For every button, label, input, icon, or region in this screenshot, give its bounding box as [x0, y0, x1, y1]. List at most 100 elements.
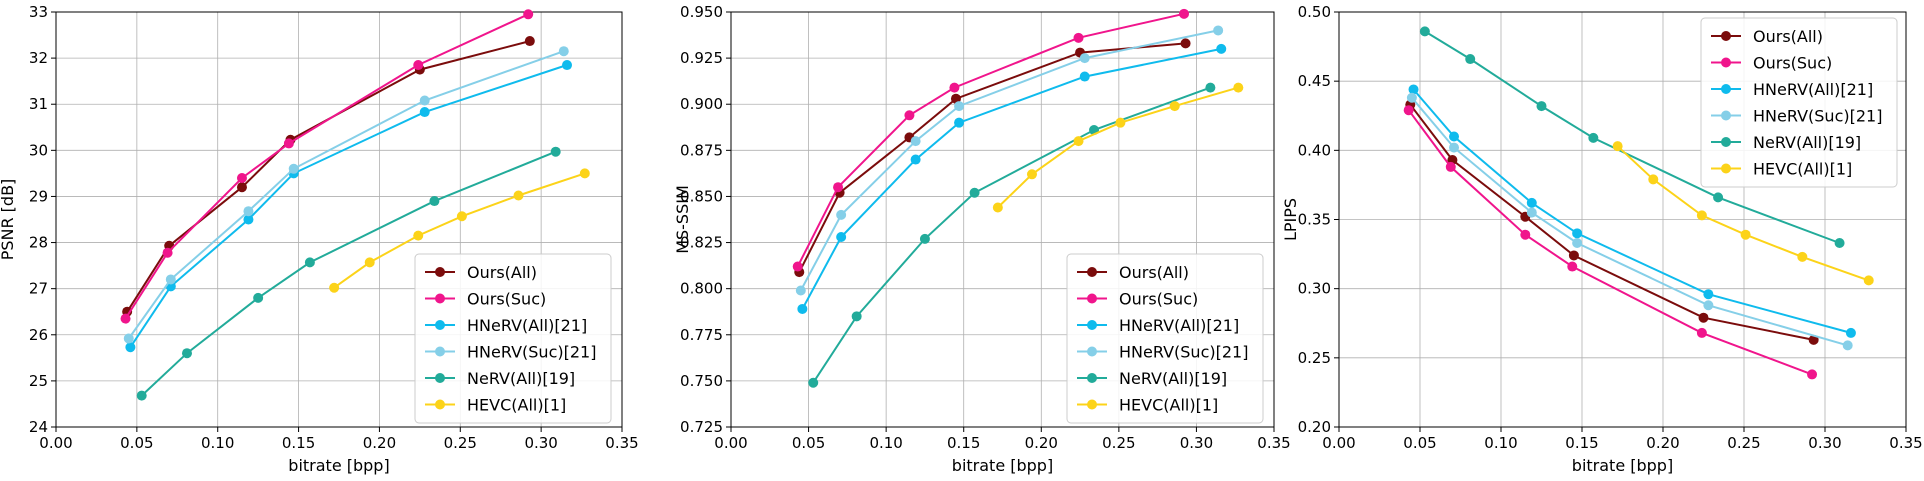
- plot-frame: [1338, 11, 1907, 428]
- y-tick-label: 0.20: [1298, 418, 1331, 436]
- legend-swatch-marker: [1087, 293, 1097, 304]
- x-tick-label: 0.20: [1646, 434, 1679, 452]
- legend-item: Ours(Suc): [1077, 290, 1198, 309]
- data-point: [1449, 131, 1460, 142]
- data-point: [1572, 238, 1583, 249]
- y-tick-label: 0.45: [1298, 72, 1331, 90]
- x-tick-label: 0.25: [1727, 434, 1760, 452]
- x-tick-label: 0.05: [1403, 434, 1436, 452]
- data-point: [513, 190, 524, 201]
- data-point: [1703, 300, 1714, 311]
- data-point: [283, 138, 294, 149]
- x-tick-label: 0.00: [714, 434, 747, 452]
- data-point: [992, 202, 1003, 213]
- y-tick-label: 0.35: [1298, 211, 1331, 229]
- series-line: [1409, 104, 1814, 341]
- series-Ours(Suc): [792, 8, 1190, 272]
- legend-item: HNeRV(All)[21]: [425, 316, 587, 335]
- x-tick-label: 0.25: [444, 434, 477, 452]
- legend-swatch-marker: [435, 267, 445, 277]
- legend-swatch-marker: [435, 293, 445, 304]
- data-point: [1465, 54, 1476, 65]
- chart-panel-3: 0.00 0.05 0.10 0.15 0.20 0.25 0.30 0.35 0.20 0.25…: [1281, 3, 1923, 475]
- series-line: [799, 29, 1219, 291]
- legend-item: HEVC(All)[1]: [425, 396, 566, 415]
- data-point: [1115, 117, 1126, 128]
- series-line: [798, 42, 1186, 273]
- data-point: [836, 232, 847, 243]
- data-point: [1026, 169, 1037, 180]
- data-point: [1807, 369, 1818, 380]
- x-tick-label: 0.30: [1808, 434, 1841, 452]
- x-tick-label: 0.20: [363, 434, 396, 452]
- x-tick-label: 0.35: [1889, 434, 1922, 452]
- y-tick-label: 0.25: [1298, 349, 1331, 367]
- data-point: [1842, 340, 1853, 351]
- x-tick-label: 0.25: [1102, 434, 1135, 452]
- y-tick-label: 30: [29, 141, 48, 159]
- data-point: [304, 257, 315, 268]
- legend-item: Ours(Suc): [1711, 54, 1832, 73]
- data-point: [1169, 101, 1180, 112]
- series-HNeRV(All)[21]: [797, 43, 1227, 314]
- y-tick-label: 32: [29, 49, 48, 67]
- series-line: [127, 50, 565, 340]
- y-tick-label: 0.30: [1298, 280, 1331, 298]
- series-NeRV(All)[19]: [136, 146, 561, 401]
- data-point: [1205, 82, 1216, 93]
- data-point: [1696, 327, 1707, 338]
- legend-label: HNeRV(Suc)[21]: [1119, 343, 1248, 362]
- series-HNeRV(All)[21]: [1408, 84, 1856, 338]
- legend-swatch-marker: [1721, 110, 1731, 121]
- data-point: [1797, 251, 1808, 262]
- legend-label: HEVC(All)[1]: [1119, 396, 1218, 415]
- legend-item: NeRV(All)[19]: [425, 369, 575, 388]
- y-tick-label: 0.750: [680, 372, 723, 390]
- legend-item: Ours(All): [1711, 27, 1823, 46]
- data-point: [797, 303, 808, 314]
- series-line: [126, 40, 531, 313]
- data-point: [1419, 26, 1430, 37]
- series-Ours(All): [794, 38, 1191, 278]
- x-tick-label: 0.35: [1257, 434, 1290, 452]
- data-point: [429, 196, 440, 207]
- data-point: [524, 36, 535, 47]
- x-axis-label: bitrate [bpp]: [1572, 456, 1673, 475]
- x-tick-label: 0.15: [947, 434, 980, 452]
- legend-swatch-marker: [1721, 163, 1731, 174]
- data-point: [1612, 141, 1623, 152]
- legend-label: Ours(All): [467, 263, 537, 282]
- plot-frame: [55, 11, 623, 428]
- y-tick-label: 0.50: [1298, 3, 1331, 21]
- y-tick-label: 0.900: [680, 95, 723, 113]
- data-point: [1179, 8, 1190, 19]
- x-tick-label: 0.30: [1180, 434, 1213, 452]
- series-line: [812, 86, 1211, 384]
- legend-label: HNeRV(Suc)[21]: [1753, 107, 1882, 126]
- data-point: [1703, 289, 1714, 300]
- series-line: [1424, 30, 1840, 244]
- series-HNeRV(Suc)[21]: [795, 25, 1224, 296]
- legend-swatch-marker: [1087, 346, 1097, 357]
- series-HEVC(All)[1]: [992, 82, 1244, 213]
- data-point: [120, 313, 131, 324]
- data-point: [851, 311, 862, 322]
- x-tick-label: 0.05: [120, 434, 153, 452]
- data-point: [954, 101, 965, 112]
- legend-item: NeRV(All)[19]: [1711, 133, 1861, 152]
- x-tick-label: 0.15: [282, 434, 315, 452]
- legend-label: HEVC(All)[1]: [467, 396, 566, 415]
- data-point: [1526, 197, 1537, 208]
- data-point: [1408, 84, 1419, 95]
- data-point: [329, 282, 340, 293]
- legend-label: HNeRV(All)[21]: [1119, 316, 1239, 335]
- legend-item: HNeRV(Suc)[21]: [425, 343, 596, 362]
- data-point: [125, 342, 136, 353]
- legend-swatch-marker: [1721, 31, 1731, 41]
- data-point: [1588, 132, 1599, 143]
- legend-swatch-marker: [435, 399, 445, 410]
- data-point: [1572, 228, 1583, 239]
- y-axis-label: MS-SSIM: [673, 185, 692, 254]
- data-point: [123, 333, 134, 344]
- series-HEVC(All)[1]: [329, 168, 590, 293]
